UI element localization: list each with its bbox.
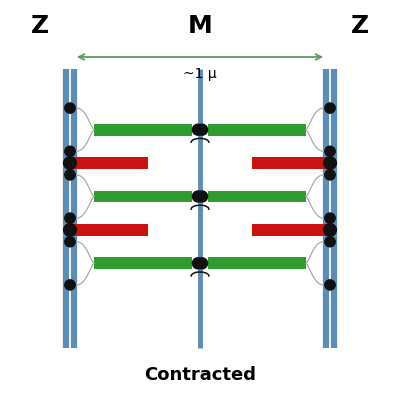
FancyBboxPatch shape: [74, 157, 148, 169]
Circle shape: [325, 213, 335, 223]
Circle shape: [64, 157, 76, 169]
FancyBboxPatch shape: [208, 191, 306, 202]
FancyBboxPatch shape: [94, 124, 192, 136]
Circle shape: [196, 191, 208, 202]
Circle shape: [325, 280, 335, 290]
Text: Contracted: Contracted: [144, 366, 256, 384]
Circle shape: [192, 258, 204, 269]
Circle shape: [325, 170, 335, 180]
FancyBboxPatch shape: [208, 257, 306, 269]
Circle shape: [325, 237, 335, 247]
Circle shape: [65, 213, 75, 223]
FancyBboxPatch shape: [208, 124, 306, 136]
Text: M: M: [188, 13, 212, 38]
Text: ~1 μ: ~1 μ: [183, 67, 217, 81]
FancyBboxPatch shape: [94, 257, 192, 269]
Circle shape: [64, 224, 76, 236]
Circle shape: [65, 170, 75, 180]
Circle shape: [65, 103, 75, 113]
Circle shape: [325, 146, 335, 156]
FancyBboxPatch shape: [252, 224, 326, 236]
Circle shape: [65, 146, 75, 156]
FancyBboxPatch shape: [94, 191, 192, 202]
Circle shape: [324, 157, 336, 169]
FancyBboxPatch shape: [252, 157, 326, 169]
Circle shape: [325, 103, 335, 113]
Circle shape: [65, 280, 75, 290]
FancyBboxPatch shape: [74, 224, 148, 236]
Text: Z: Z: [351, 13, 369, 38]
Circle shape: [196, 124, 208, 135]
Circle shape: [196, 258, 208, 269]
Text: Z: Z: [31, 13, 49, 38]
Circle shape: [324, 224, 336, 236]
Circle shape: [65, 237, 75, 247]
Circle shape: [192, 191, 204, 202]
Circle shape: [192, 124, 204, 135]
